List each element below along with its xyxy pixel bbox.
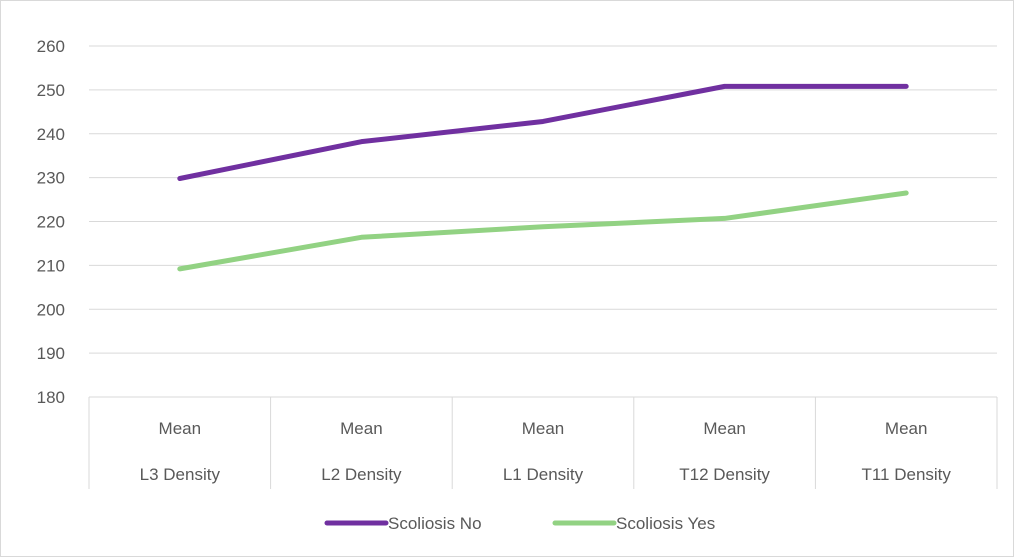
y-tick-label: 200 — [37, 300, 65, 319]
y-tick-label: 180 — [37, 388, 65, 407]
y-tick-label: 220 — [37, 213, 65, 232]
y-tick-label: 230 — [37, 169, 65, 188]
legend: Scoliosis No Scoliosis Yes — [327, 514, 715, 533]
y-tick-label: 260 — [37, 37, 65, 56]
x-category-label-line1: Mean — [885, 419, 928, 438]
x-category-label-line2: T11 Density — [861, 465, 951, 484]
series-line-scoliosis-yes — [180, 193, 906, 269]
x-category-label-line1: Mean — [522, 419, 565, 438]
y-tick-label: 250 — [37, 81, 65, 100]
y-tick-label: 240 — [37, 125, 65, 144]
y-tick-label: 210 — [37, 256, 65, 275]
x-category-label-line2: L3 Density — [140, 465, 221, 484]
legend-label: Scoliosis Yes — [616, 514, 715, 533]
x-category-label-line2: L2 Density — [321, 465, 402, 484]
x-category-label-line1: Mean — [703, 419, 746, 438]
gridlines — [89, 46, 997, 397]
legend-label: Scoliosis No — [388, 514, 482, 533]
x-category-label-line1: Mean — [159, 419, 202, 438]
x-category-label-line1: Mean — [340, 419, 383, 438]
series-line-scoliosis-no — [180, 86, 906, 178]
x-category-label-line2: T12 Density — [679, 465, 770, 484]
x-axis: Mean L3 Density Mean L2 Density Mean L1 Densi… — [89, 397, 997, 489]
x-category-label-line2: L1 Density — [503, 465, 584, 484]
y-tick-label: 190 — [37, 344, 65, 363]
y-axis-ticks: 180 190 200 210 220 230 240 250 260 — [37, 37, 65, 407]
